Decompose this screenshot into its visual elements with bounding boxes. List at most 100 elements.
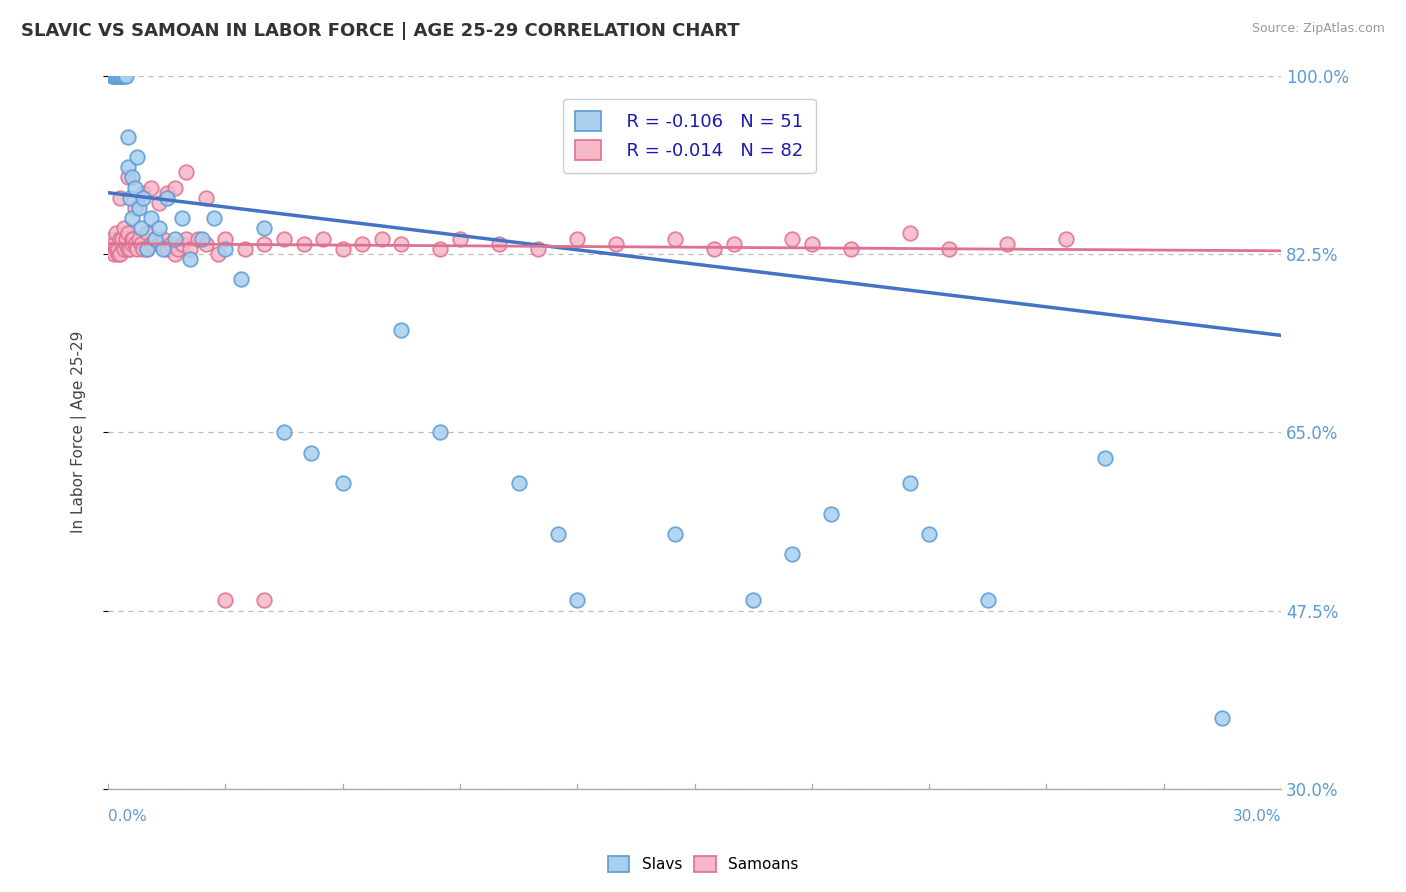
Point <box>124 201 146 215</box>
Point <box>114 236 136 251</box>
Point <box>143 231 166 245</box>
Point <box>104 69 127 83</box>
Point <box>567 231 589 245</box>
Point <box>292 236 315 251</box>
Point <box>117 129 139 144</box>
Point <box>108 191 131 205</box>
Point <box>253 221 276 235</box>
Point <box>332 242 354 256</box>
Point <box>104 69 127 83</box>
Text: SLAVIC VS SAMOAN IN LABOR FORCE | AGE 25-29 CORRELATION CHART: SLAVIC VS SAMOAN IN LABOR FORCE | AGE 25… <box>21 22 740 40</box>
Point <box>163 247 186 261</box>
Point <box>429 242 451 256</box>
Point <box>111 69 134 83</box>
Point <box>207 247 229 261</box>
Point <box>114 231 136 245</box>
Point <box>332 476 354 491</box>
Point <box>187 231 209 245</box>
Point <box>111 236 134 251</box>
Point <box>127 150 149 164</box>
Point <box>273 425 295 440</box>
Point <box>429 425 451 440</box>
Point <box>156 242 179 256</box>
Point <box>172 236 194 251</box>
Point <box>104 242 127 256</box>
Y-axis label: In Labor Force | Age 25-29: In Labor Force | Age 25-29 <box>72 331 87 533</box>
Point <box>898 227 921 241</box>
Point <box>108 247 131 261</box>
Point <box>664 231 686 245</box>
Point <box>107 242 129 256</box>
Point <box>194 191 217 205</box>
Point <box>101 69 124 83</box>
Point <box>389 323 412 337</box>
Point <box>132 242 155 256</box>
Point <box>111 231 134 245</box>
Point <box>156 191 179 205</box>
Point <box>214 593 236 607</box>
Point <box>108 231 131 245</box>
Point <box>121 211 143 226</box>
Point <box>977 593 1000 607</box>
Point <box>938 242 960 256</box>
Point <box>312 231 335 245</box>
Point <box>121 231 143 245</box>
Point <box>117 227 139 241</box>
Point <box>488 236 510 251</box>
Point <box>114 69 136 83</box>
Point <box>508 476 530 491</box>
Point <box>124 180 146 194</box>
Point <box>780 231 803 245</box>
Text: 30.0%: 30.0% <box>1233 809 1281 824</box>
Point <box>172 211 194 226</box>
Point <box>131 236 153 251</box>
Point <box>139 180 162 194</box>
Point <box>131 221 153 235</box>
Point <box>1211 710 1233 724</box>
Point <box>167 242 190 256</box>
Point <box>103 247 125 261</box>
Point <box>152 242 174 256</box>
Point <box>132 186 155 200</box>
Point <box>143 231 166 245</box>
Point <box>567 593 589 607</box>
Point <box>101 242 124 256</box>
Point <box>253 593 276 607</box>
Point <box>148 221 170 235</box>
Point <box>1094 450 1116 465</box>
Point <box>547 527 569 541</box>
Point <box>136 227 159 241</box>
Point <box>214 231 236 245</box>
Point <box>148 195 170 210</box>
Point <box>108 69 131 83</box>
Point <box>995 236 1018 251</box>
Point <box>112 221 135 235</box>
Text: 0.0%: 0.0% <box>108 809 146 824</box>
Point <box>273 231 295 245</box>
Point <box>121 236 143 251</box>
Point <box>174 231 197 245</box>
Point <box>820 507 842 521</box>
Point <box>122 231 145 245</box>
Point <box>352 236 374 251</box>
Point <box>179 242 201 256</box>
Text: Source: ZipAtlas.com: Source: ZipAtlas.com <box>1251 22 1385 36</box>
Point <box>742 593 765 607</box>
Point <box>194 236 217 251</box>
Point <box>202 211 225 226</box>
Point <box>117 160 139 174</box>
Point <box>253 236 276 251</box>
Point <box>124 236 146 251</box>
Point <box>118 191 141 205</box>
Point <box>898 476 921 491</box>
Point <box>527 242 550 256</box>
Point <box>918 527 941 541</box>
Point <box>723 236 745 251</box>
Point <box>664 527 686 541</box>
Point <box>118 242 141 256</box>
Point <box>121 170 143 185</box>
Point <box>156 186 179 200</box>
Point <box>179 252 201 266</box>
Point <box>148 236 170 251</box>
Point <box>127 242 149 256</box>
